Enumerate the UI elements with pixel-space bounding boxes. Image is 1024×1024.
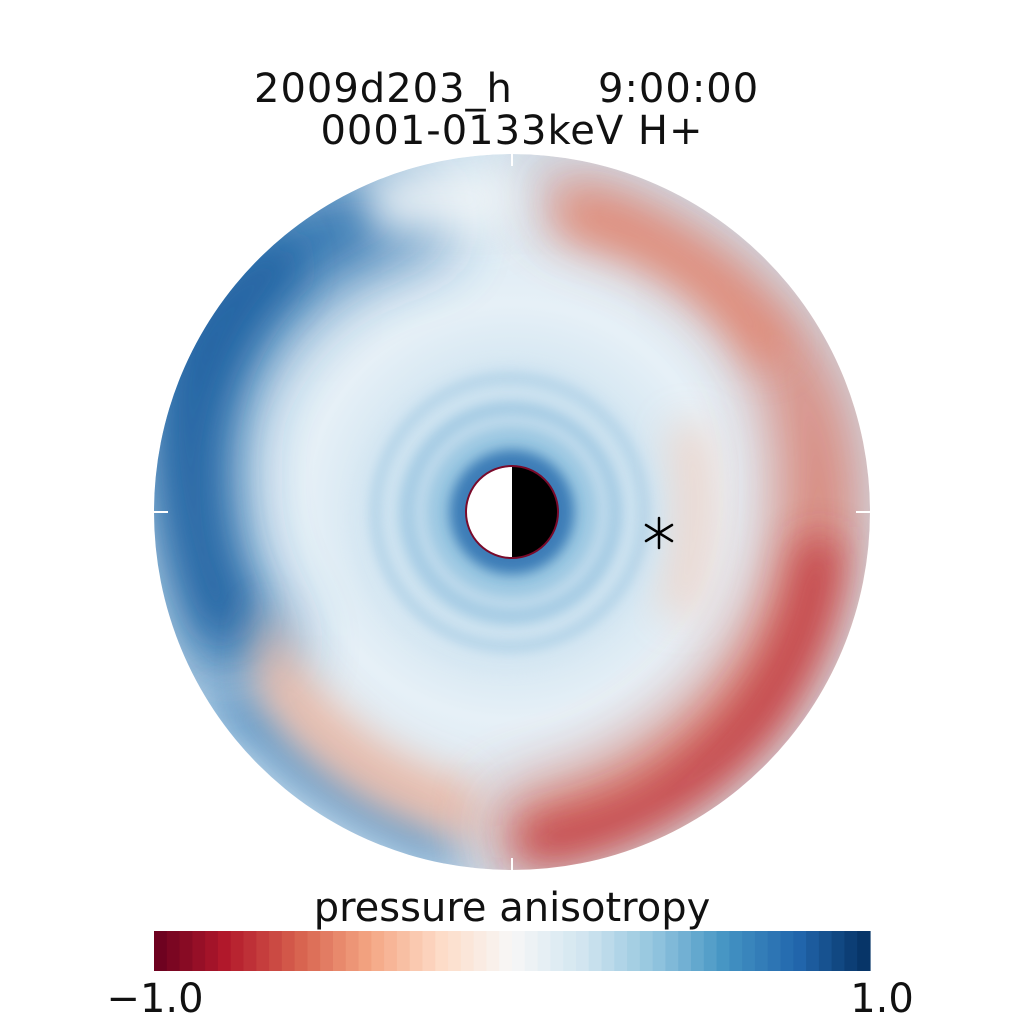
colorbar-max-label: 1.0	[850, 976, 914, 1022]
colorbar-step	[729, 931, 743, 971]
colorbar-min-label: −1.0	[106, 976, 203, 1022]
colorbar-step	[154, 931, 168, 971]
disc-axis-ticks	[154, 154, 870, 870]
colorbar-step	[754, 931, 769, 971]
title-time: 9:00:00	[598, 66, 759, 112]
colorbar	[154, 931, 871, 971]
colorbar-step	[831, 931, 846, 971]
colorbar-label: pressure anisotropy	[314, 885, 711, 931]
colorbar-step	[435, 931, 449, 971]
colorbar-step	[320, 931, 334, 971]
colorbar-step	[563, 931, 577, 971]
colorbar-step	[486, 931, 500, 971]
title-run-id: 2009d203_h	[254, 66, 513, 112]
colorbar-step	[448, 931, 462, 971]
colorbar-step	[460, 931, 475, 971]
colorbar-step	[652, 931, 667, 971]
colorbar-step	[639, 931, 654, 971]
colorbar-step	[550, 931, 564, 971]
colorbar-step	[512, 931, 526, 971]
colorbar-step	[294, 931, 309, 971]
colorbar-step	[179, 931, 193, 971]
colorbar-step	[844, 931, 858, 971]
colorbar-step	[166, 931, 181, 971]
colorbar-step	[192, 931, 206, 971]
colorbar-step	[524, 931, 539, 971]
colorbar-step	[358, 931, 372, 971]
colorbar-step	[422, 931, 436, 971]
colorbar-step	[588, 931, 603, 971]
colorbar-step	[345, 931, 360, 971]
colorbar-step	[627, 931, 641, 971]
colorbar-step	[473, 931, 488, 971]
colorbar-step	[384, 931, 398, 971]
colorbar-step	[793, 931, 807, 971]
colorbar-step	[205, 931, 219, 971]
colorbar-step	[537, 931, 551, 971]
colorbar-step	[780, 931, 794, 971]
colorbar-step	[767, 931, 782, 971]
colorbar-step	[818, 931, 833, 971]
colorbar-step	[409, 931, 424, 971]
earth-icon	[465, 465, 559, 559]
colorbar-step	[307, 931, 321, 971]
colorbar-step	[601, 931, 615, 971]
colorbar-step	[499, 931, 513, 971]
colorbar-step	[742, 931, 756, 971]
colorbar-step	[678, 931, 692, 971]
colorbar-step	[281, 931, 296, 971]
title-energy-species: 0001-0133keV H+	[320, 108, 703, 154]
colorbar-step	[691, 931, 705, 971]
colorbar-step	[371, 931, 385, 971]
colorbar-step	[614, 931, 628, 971]
colorbar-step	[230, 931, 245, 971]
colorbar-step	[269, 931, 283, 971]
colorbar-step	[333, 931, 347, 971]
colorbar-step	[857, 931, 871, 971]
colorbar-step	[806, 931, 820, 971]
colorbar-step	[665, 931, 679, 971]
colorbar-step	[575, 931, 590, 971]
colorbar-step	[217, 931, 232, 971]
asterisk-icon	[644, 516, 674, 550]
colorbar-step	[256, 931, 270, 971]
colorbar-step	[716, 931, 730, 971]
colorbar-step	[396, 931, 411, 971]
colorbar-step	[243, 931, 257, 971]
colorbar-step	[703, 931, 718, 971]
